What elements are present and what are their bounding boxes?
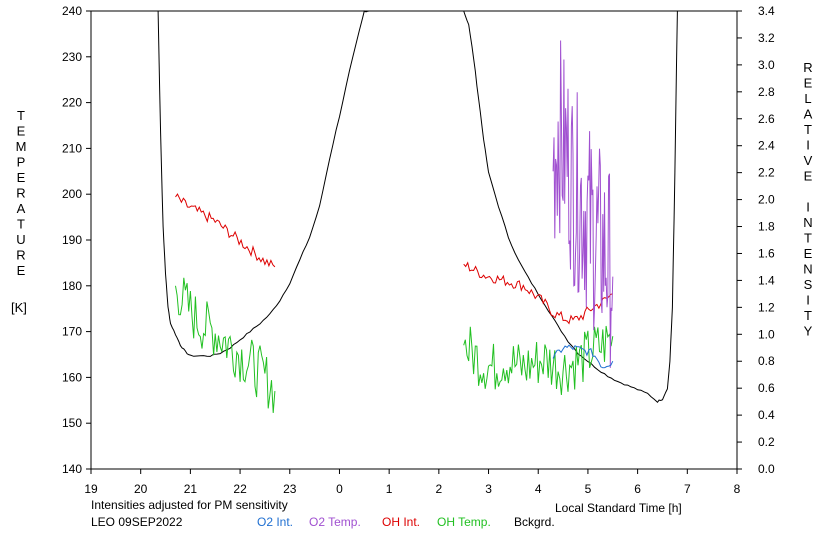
y-left-title-letter: E: [17, 124, 26, 139]
y-left-tick-label: 170: [62, 325, 82, 339]
y-right-tick-label: 2.0: [758, 193, 775, 207]
y-right-title-letter: L: [804, 91, 811, 106]
y-right-tick-label: 3.2: [758, 31, 775, 45]
y-left-tick-label: 190: [62, 233, 82, 247]
y-left-tick-label: 150: [62, 416, 82, 430]
y-right-tick-label: 1.4: [758, 273, 775, 287]
y-right-tick-label: 0.8: [758, 354, 775, 368]
y-right-title-letter: E: [804, 76, 813, 91]
series-line-oh_int: [175, 193, 276, 268]
y-right-title-letter: T: [804, 308, 812, 323]
y-left-tick-label: 200: [62, 187, 82, 201]
y-right-tick-label: 1.6: [758, 246, 775, 260]
x-tick-label: 7: [684, 482, 691, 496]
x-axis-label: Local Standard Time [h]: [555, 501, 682, 515]
legend-entry-bckgrd: Bckgrd.: [514, 515, 555, 529]
y-left-title-letter: M: [16, 139, 27, 154]
x-tick-label: 21: [184, 482, 198, 496]
x-tick-label: 22: [233, 482, 247, 496]
y-left-title-letter: R: [16, 248, 25, 263]
y-left-tick-label: 180: [62, 279, 82, 293]
y-left-title-letter: T: [17, 217, 25, 232]
series-line-bckgrd: [463, 10, 678, 404]
x-tick-label: 1: [386, 482, 393, 496]
x-tick-label: 20: [134, 482, 148, 496]
x-tick-label: 5: [585, 482, 592, 496]
y-right-title-letter: R: [803, 60, 812, 75]
legend: O2 Int. O2 Temp. OH Int. OH Temp. Bckgrd.: [257, 515, 555, 529]
y-right-tick-label: 0.4: [758, 408, 775, 422]
legend-entry-o2_temp: O2 Temp.: [309, 515, 361, 529]
y-left-title-letter: E: [17, 263, 26, 278]
y-right-tick-label: 0.0: [758, 462, 775, 476]
series-line-o2_temp: [552, 40, 614, 368]
y-right-tick-label: 1.0: [758, 327, 775, 341]
legend-entry-o2_int: O2 Int.: [257, 515, 293, 529]
x-tick-label: 0: [336, 482, 343, 496]
y-right-tick-label: 3.4: [758, 4, 775, 18]
y-right-title-letter: N: [803, 215, 812, 230]
y-left-unit: [K]: [11, 300, 27, 315]
station-label: LEO 09SEP2022: [91, 515, 183, 529]
labels-layer: Local Standard Time [h] Intensities adju…: [11, 4, 813, 529]
y-left-tick-label: 220: [62, 96, 82, 110]
pm-note: Intensities adjusted for PM sensitivity: [91, 498, 288, 512]
series-line-oh_temp: [463, 325, 614, 396]
y-left-title-letter: P: [17, 155, 26, 170]
y-right-tick-label: 0.2: [758, 435, 775, 449]
axes-layer: [86, 10, 742, 474]
y-right-tick-label: 2.2: [758, 166, 775, 180]
series-layer: [157, 10, 678, 413]
y-right-title-letter: T: [804, 122, 812, 137]
y-right-title-letter: N: [803, 262, 812, 277]
x-tick-label: 8: [734, 482, 741, 496]
y-right-tick-label: 1.8: [758, 220, 775, 234]
x-tick-label: 23: [283, 482, 297, 496]
y-right-tick-label: 2.4: [758, 139, 775, 153]
y-left-title-letter: E: [17, 170, 26, 185]
y-right-title-letter: A: [804, 107, 813, 122]
x-tick-label: 4: [535, 482, 542, 496]
y-left-tick-label: 160: [62, 370, 82, 384]
y-right-title-letter: I: [806, 200, 810, 215]
y-left-tick-label: 210: [62, 141, 82, 155]
x-tick-label: 2: [436, 482, 443, 496]
series-line-bckgrd: [157, 10, 370, 357]
series-line-o2_int: [552, 344, 614, 369]
x-tick-label: 19: [84, 482, 98, 496]
y-right-title-letter: E: [804, 169, 813, 184]
y-right-title-letter: E: [804, 246, 813, 261]
y-right-title-letter: V: [804, 153, 813, 168]
y-left-tick-label: 230: [62, 50, 82, 64]
y-right-tick-label: 2.6: [758, 112, 775, 126]
y-left-tick-label: 140: [62, 462, 82, 476]
y-right-title-letter: T: [804, 231, 812, 246]
y-right-title-letter: Y: [804, 324, 813, 339]
y-left-title-letter: T: [17, 108, 25, 123]
y-right-tick-label: 2.8: [758, 85, 775, 99]
series-line-oh_int: [463, 261, 613, 325]
x-tick-label: 3: [485, 482, 492, 496]
y-right-tick-label: 0.6: [758, 381, 775, 395]
legend-entry-oh_temp: OH Temp.: [437, 515, 491, 529]
legend-entry-oh_int: OH Int.: [382, 515, 420, 529]
series-line-oh_temp: [175, 277, 276, 413]
y-left-title-letter: A: [17, 201, 26, 216]
y-left-title-letter: R: [16, 186, 25, 201]
y-right-title-letter: S: [804, 277, 813, 292]
y-right-title-letter: I: [806, 293, 810, 308]
y-right-tick-label: 3.0: [758, 58, 775, 72]
x-tick-label: 6: [634, 482, 641, 496]
y-left-title-letter: U: [16, 232, 25, 247]
y-left-tick-label: 240: [62, 4, 82, 18]
y-right-tick-label: 1.2: [758, 300, 775, 314]
y-right-title-letter: I: [806, 138, 810, 153]
